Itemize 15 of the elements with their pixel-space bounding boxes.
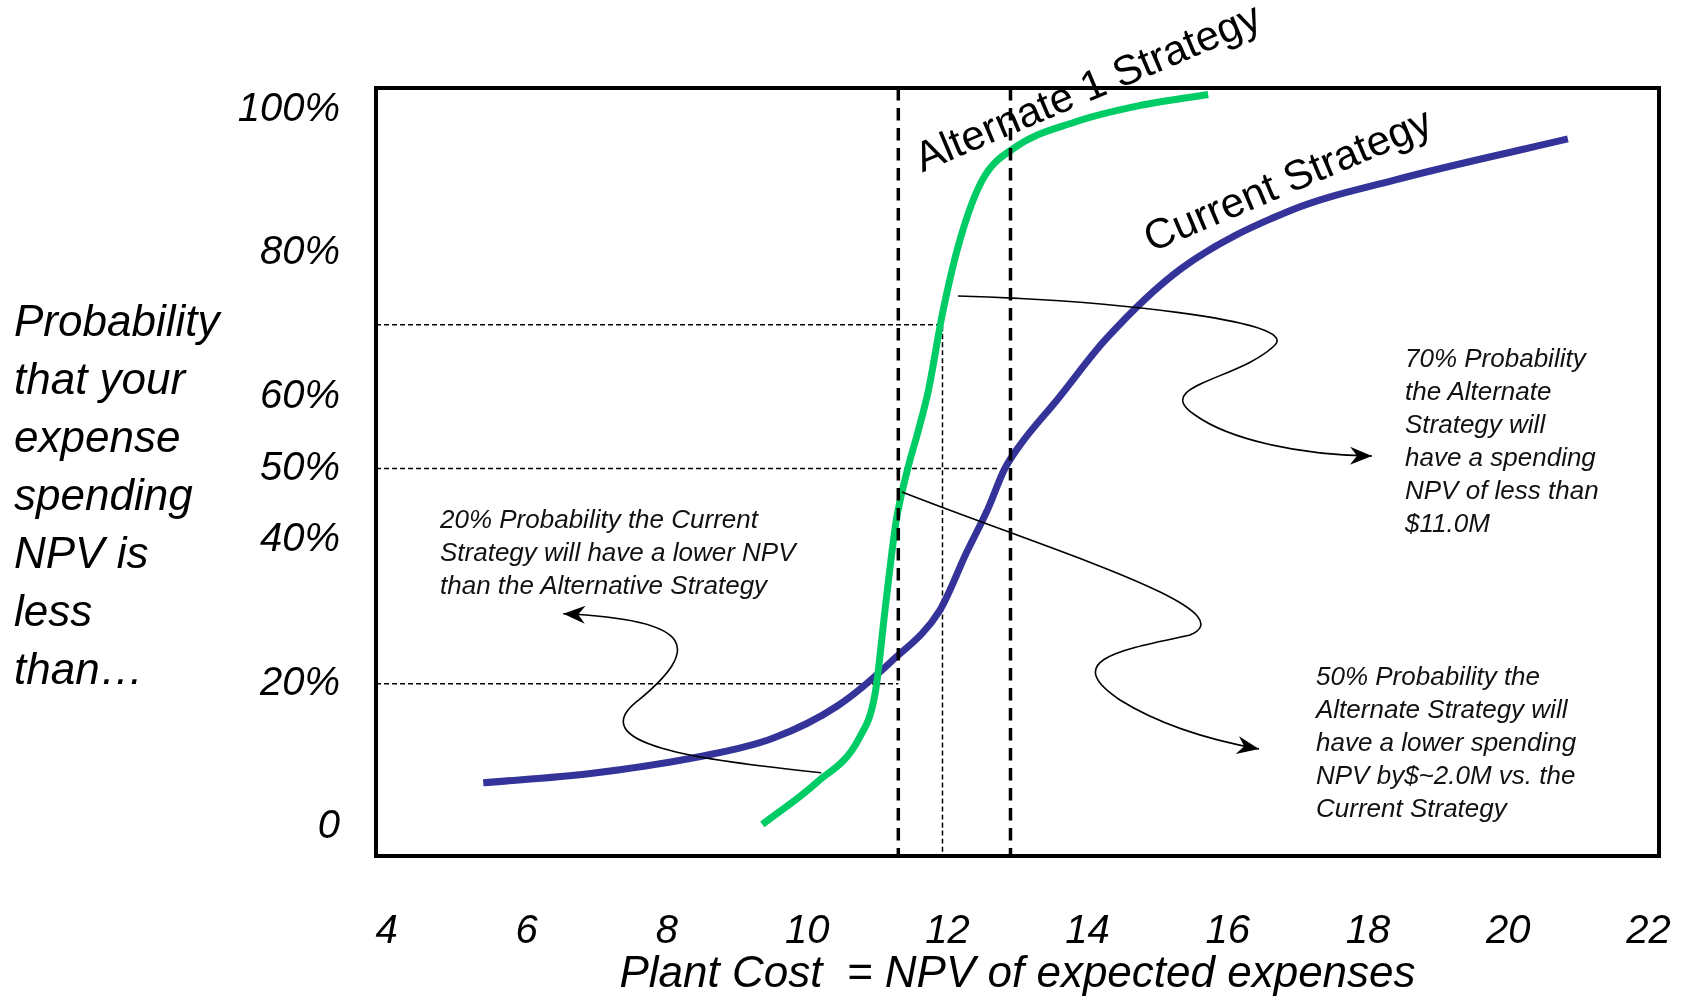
y-tick-label: 50% <box>259 443 340 488</box>
x-tick-label: 22 <box>1625 907 1671 952</box>
x-tick-label: 20 <box>1485 907 1531 952</box>
annotation: 50% Probability the Alternate Strategy will have a lower spending NPV by$~2.0M vs. the Current Strategy <box>1316 660 1578 825</box>
y-tick-label: 80% <box>259 228 340 273</box>
y-axis-title: Probability that your expense spending NPV is less than… <box>14 295 223 695</box>
annotation: 70% Probability the Alternate Strategy will have a spending NPV of less than $11.0M <box>1405 342 1600 540</box>
y-tick-label: 20% <box>258 658 340 703</box>
y-tick-label: 0 <box>317 802 340 847</box>
x-tick-label: 6 <box>515 907 539 952</box>
x-tick-label: 4 <box>375 907 398 952</box>
y-tick-label: 100% <box>237 84 340 129</box>
y-tick-label: 40% <box>259 515 340 560</box>
annotation: 20% Probability the Current Strategy will have a lower NPV than the Alternative Strategy <box>440 503 799 602</box>
y-tick-label: 60% <box>259 371 340 416</box>
